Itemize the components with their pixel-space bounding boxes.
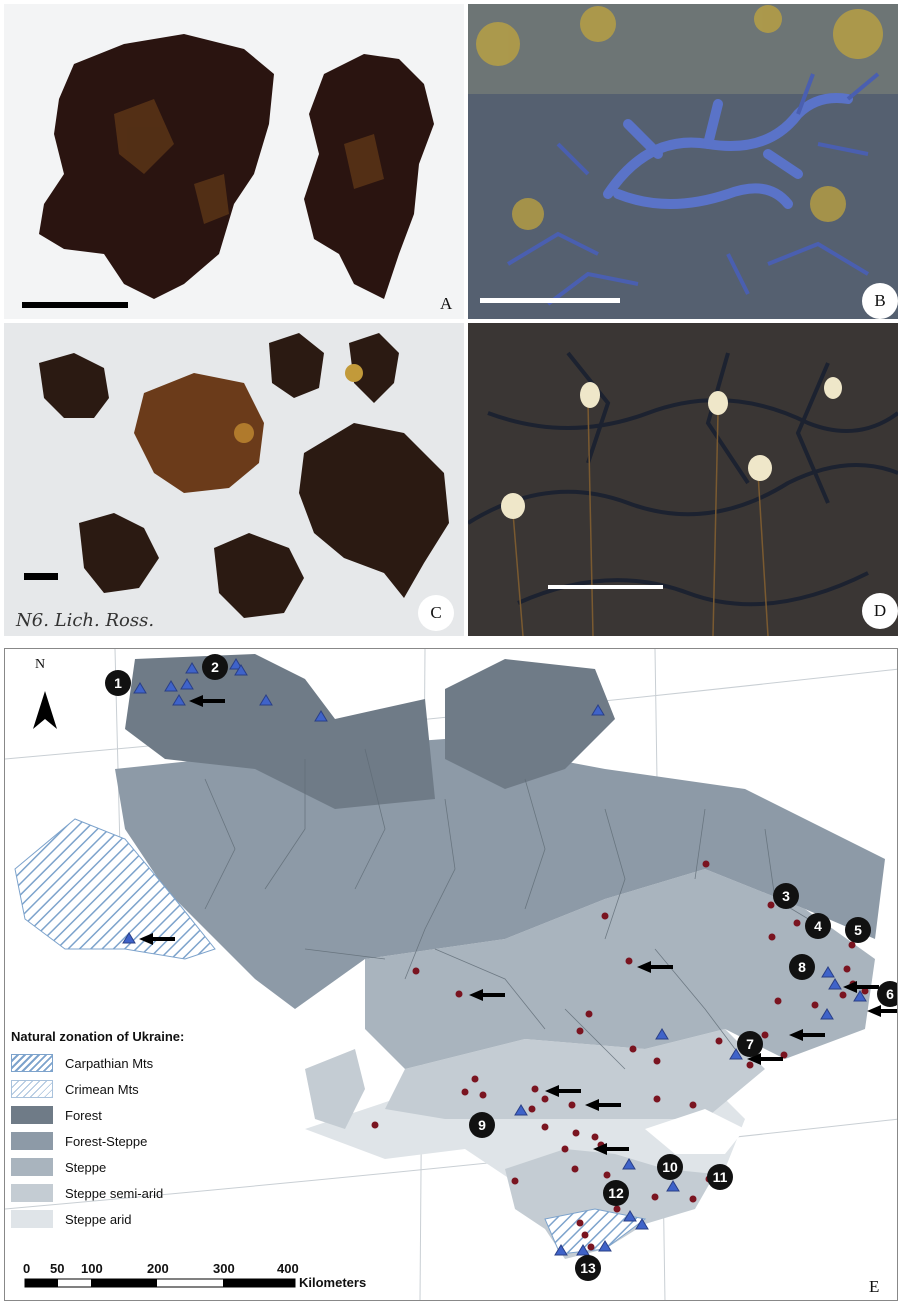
legend-swatch-carpathian: [11, 1054, 53, 1072]
legend-swatch-steppe: [11, 1158, 53, 1176]
scale-tick-50: 50: [50, 1261, 65, 1276]
legend-item-steppe-arid: Steppe arid: [11, 1206, 241, 1232]
site-marker-5: 5: [845, 917, 871, 943]
lichen-field-photo-d: [468, 323, 898, 636]
site-marker-13: 13: [575, 1255, 601, 1281]
specimen-handwriting: N6. Lich. Ross.: [16, 610, 155, 631]
scale-tick-300: 300: [213, 1261, 235, 1276]
zone-steppe: [365, 869, 875, 1069]
panel-c: N6. Lich. Ross. C: [4, 323, 464, 636]
legend-item-steppe: Steppe: [11, 1154, 241, 1180]
lichen-specimen-a-image: [22, 34, 434, 308]
panel-label-c: C: [418, 595, 454, 631]
north-label: N: [35, 657, 46, 672]
site-marker-7: 7: [737, 1031, 763, 1057]
zone-forest-east: [445, 659, 615, 789]
scale-tick-200: 200: [147, 1261, 169, 1276]
site-marker-11: 11: [707, 1164, 733, 1190]
legend-swatch-crimean: [11, 1080, 53, 1098]
panel-e-map: N 1 2 3 4 5 6 7 8 9 10 11 12 13 Natural …: [4, 648, 898, 1301]
panel-b: B: [468, 4, 898, 319]
legend-swatch-steppe-semiarid: [11, 1184, 53, 1202]
lichen-specimens-c-image: [24, 333, 449, 618]
arrow-markers: [139, 695, 897, 1155]
panel-label-d: D: [862, 593, 898, 629]
zone-forest-steppe: [115, 739, 885, 1009]
legend-swatch-forest: [11, 1106, 53, 1124]
north-arrow: [33, 691, 57, 729]
panel-d: D: [468, 323, 898, 636]
site-marker-12: 12: [603, 1180, 629, 1206]
legend-item-forest: Forest: [11, 1102, 241, 1128]
legend-item-crimean: Crimean Mts: [11, 1076, 241, 1102]
site-marker-4: 4: [805, 913, 831, 939]
scale-unit: Kilometers: [299, 1275, 367, 1290]
dot-sites: [371, 860, 869, 1251]
site-marker-6: 6: [877, 981, 897, 1007]
site-marker-9: 9: [469, 1112, 495, 1138]
map-legend: Natural zonation of Ukraine: Carpathian …: [11, 1029, 241, 1232]
scale-tick-400: 400: [277, 1261, 299, 1276]
site-marker-3: 3: [773, 883, 799, 909]
legend-item-carpathian: Carpathian Mts: [11, 1050, 241, 1076]
panel-a: A: [4, 4, 464, 319]
scale-tick-0: 0: [23, 1261, 31, 1276]
legend-item-forest-steppe: Forest-Steppe: [11, 1128, 241, 1154]
site-marker-2: 2: [202, 654, 228, 680]
triangle-sites: [122, 658, 867, 1256]
site-marker-8: 8: [789, 954, 815, 980]
legend-swatch-forest-steppe: [11, 1132, 53, 1150]
panel-label-a: A: [440, 294, 453, 313]
legend-swatch-steppe-arid: [11, 1210, 53, 1228]
zone-carpathian: [14, 818, 216, 960]
panel-label-e: E: [869, 1277, 880, 1296]
scale-labels: 0 50 100 200 300 400: [5, 1261, 405, 1279]
zone-forest-west: [125, 654, 435, 809]
scale-bar: [24, 1278, 296, 1288]
scale-tick-100: 100: [81, 1261, 103, 1276]
legend-title: Natural zonation of Ukraine:: [11, 1029, 185, 1044]
zone-southwest: [305, 1049, 365, 1129]
legend-item-steppe-semiarid: Steppe semi-arid: [11, 1180, 241, 1206]
zone-crimean-mts: [544, 1208, 647, 1255]
panel-label-b: B: [862, 283, 898, 319]
lichen-field-photo-b: [468, 4, 898, 319]
site-marker-1: 1: [105, 670, 131, 696]
site-marker-10: 10: [657, 1154, 683, 1180]
